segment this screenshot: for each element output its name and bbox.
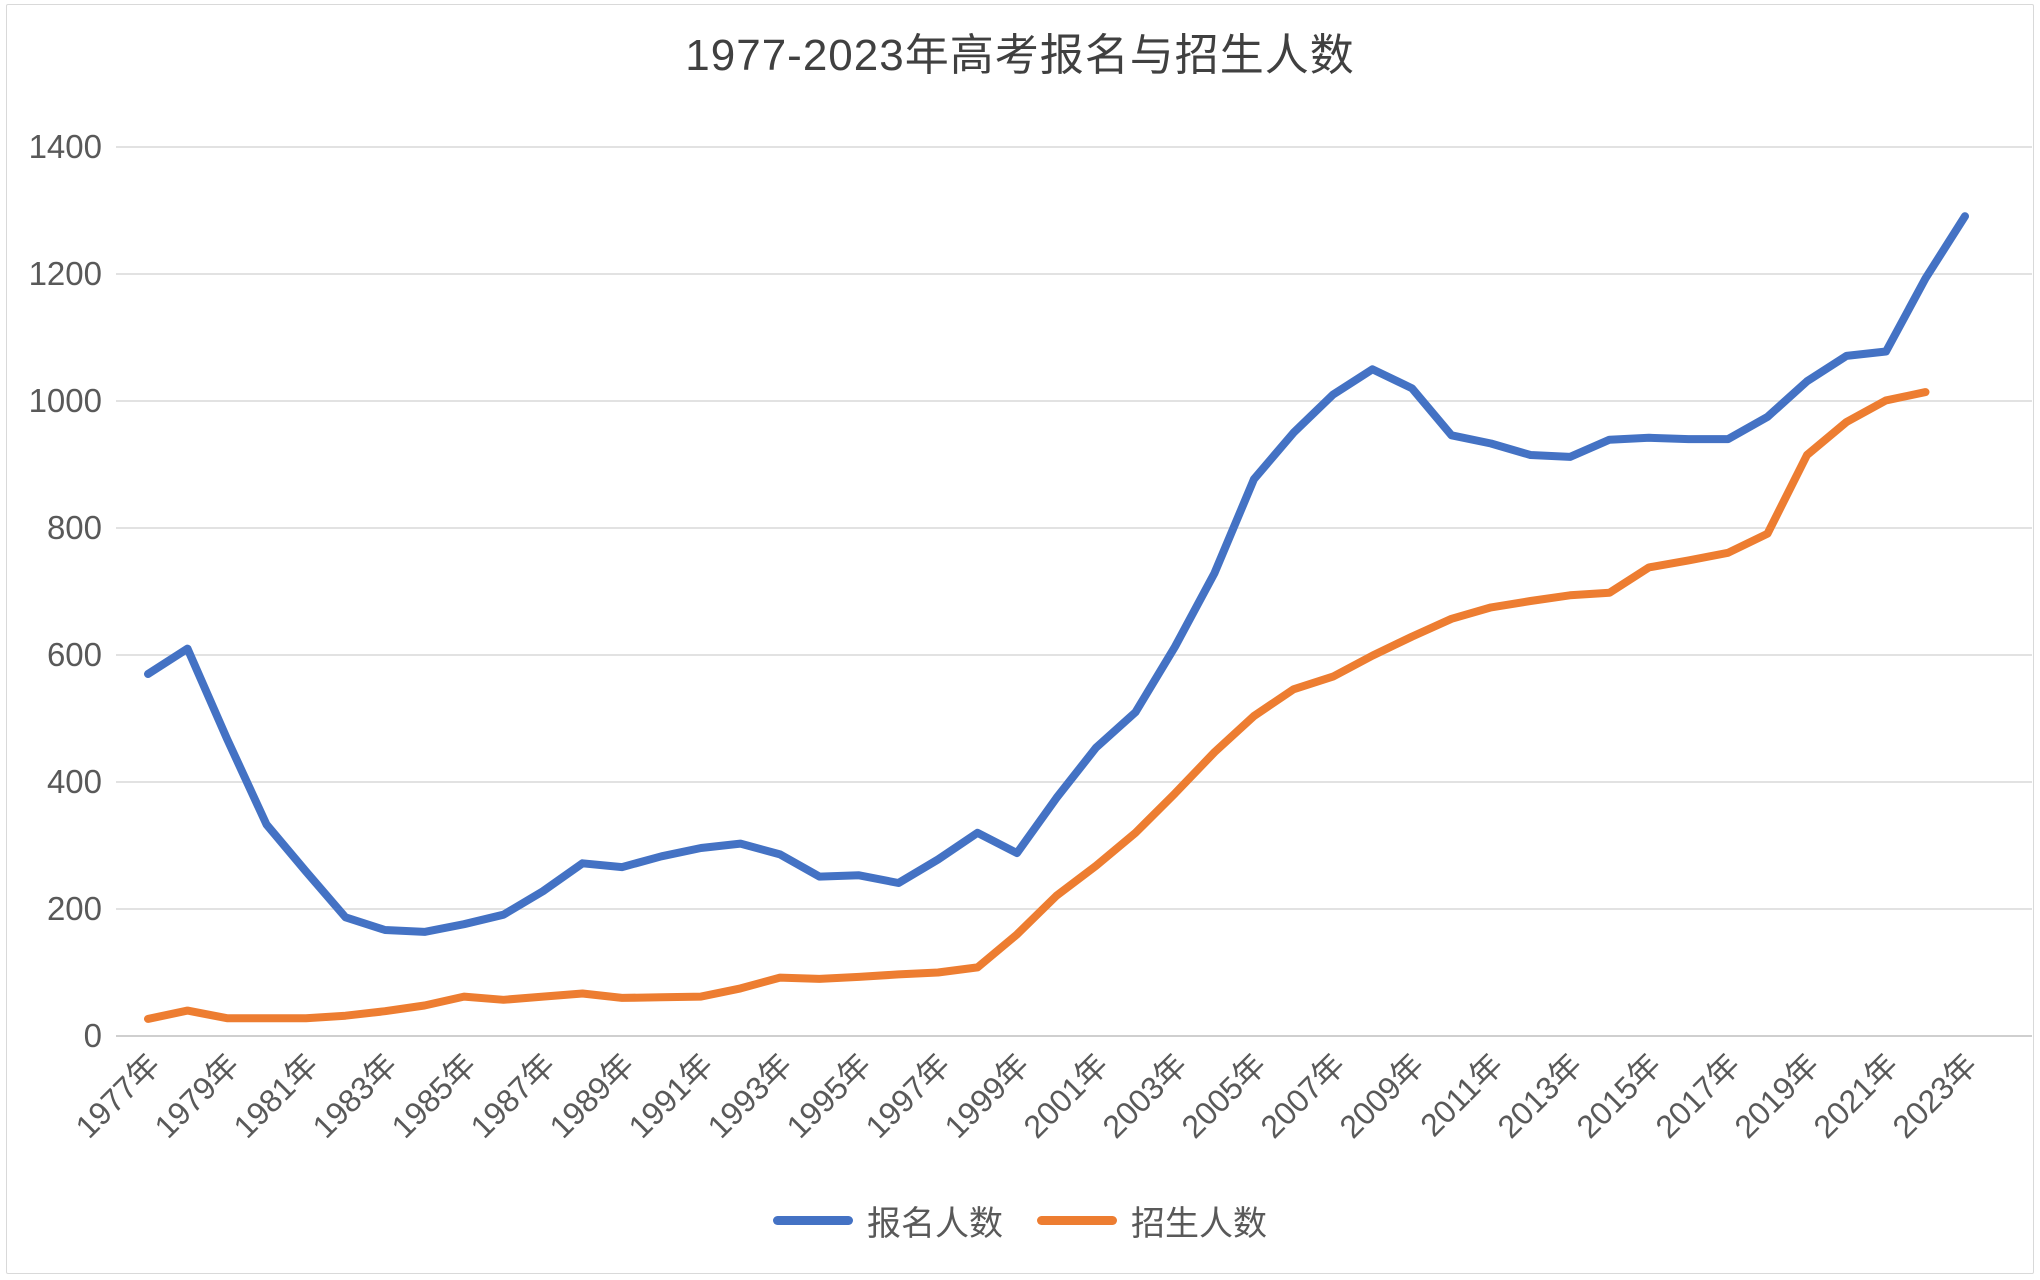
x-tick-label: 1991年 [622, 1046, 720, 1144]
x-tick-label: 1981年 [227, 1046, 325, 1144]
x-tick-label: 2005年 [1175, 1046, 1273, 1144]
x-tick-label: 1989年 [543, 1046, 641, 1144]
series-line-applicants [144, 212, 1969, 936]
legend-swatch-admitted-icon [1037, 1216, 1117, 1225]
x-tick-label: 2001年 [1017, 1046, 1115, 1144]
x-tick-label: 2017年 [1649, 1046, 1747, 1144]
y-tick-label: 1000 [29, 382, 102, 419]
y-tick-label: 600 [47, 636, 102, 673]
series-line-admitted [144, 388, 1930, 1023]
x-tick-label: 1985年 [385, 1046, 483, 1144]
chart-legend: 报名人数 招生人数 [7, 1196, 2033, 1245]
x-tick-label: 2007年 [1254, 1046, 1352, 1144]
x-tick-label: 1979年 [148, 1046, 246, 1144]
x-tick-label: 1995年 [780, 1046, 878, 1144]
x-tick-label: 1983年 [306, 1046, 404, 1144]
y-tick-label: 800 [47, 509, 102, 546]
x-tick-label: 2013年 [1491, 1046, 1589, 1144]
y-tick-label: 1400 [29, 128, 102, 165]
x-tick-label: 2011年 [1413, 1046, 1510, 1143]
y-tick-label: 1200 [29, 255, 102, 292]
x-tick-label: 2015年 [1570, 1046, 1668, 1144]
y-tick-label: 200 [47, 890, 102, 927]
x-tick-label: 1999年 [938, 1046, 1036, 1144]
x-tick-label: 2019年 [1728, 1046, 1826, 1144]
y-tick-label: 0 [84, 1017, 102, 1054]
x-tick-label: 1987年 [464, 1046, 562, 1144]
y-tick-label: 400 [47, 763, 102, 800]
x-tick-label: 2003年 [1096, 1046, 1194, 1144]
legend-label-applicants: 报名人数 [867, 1205, 1003, 1243]
chart-title: 1977-2023年高考报名与招生人数 [685, 31, 1355, 80]
x-tick-label: 2023年 [1886, 1046, 1984, 1144]
x-tick-label: 1977年 [69, 1046, 167, 1144]
x-tick-label: 1997年 [859, 1046, 957, 1144]
line-chart: 0 200 400 600 800 1000 1200 1400 1977年1979年1981年… [29, 128, 2032, 1145]
x-tick-label: 2021年 [1807, 1046, 1905, 1144]
x-tick-label: 2009年 [1333, 1046, 1431, 1144]
legend-item-applicants: 报名人数 [773, 1196, 1003, 1245]
x-tick-label: 1993年 [701, 1046, 799, 1144]
legend-label-admitted: 招生人数 [1131, 1205, 1267, 1243]
chart-frame: 1977-2023年高考报名与招生人数 0 200 400 600 800 1000 120… [6, 4, 2034, 1274]
legend-swatch-applicants-icon [773, 1216, 853, 1225]
legend-item-admitted: 招生人数 [1037, 1196, 1267, 1245]
